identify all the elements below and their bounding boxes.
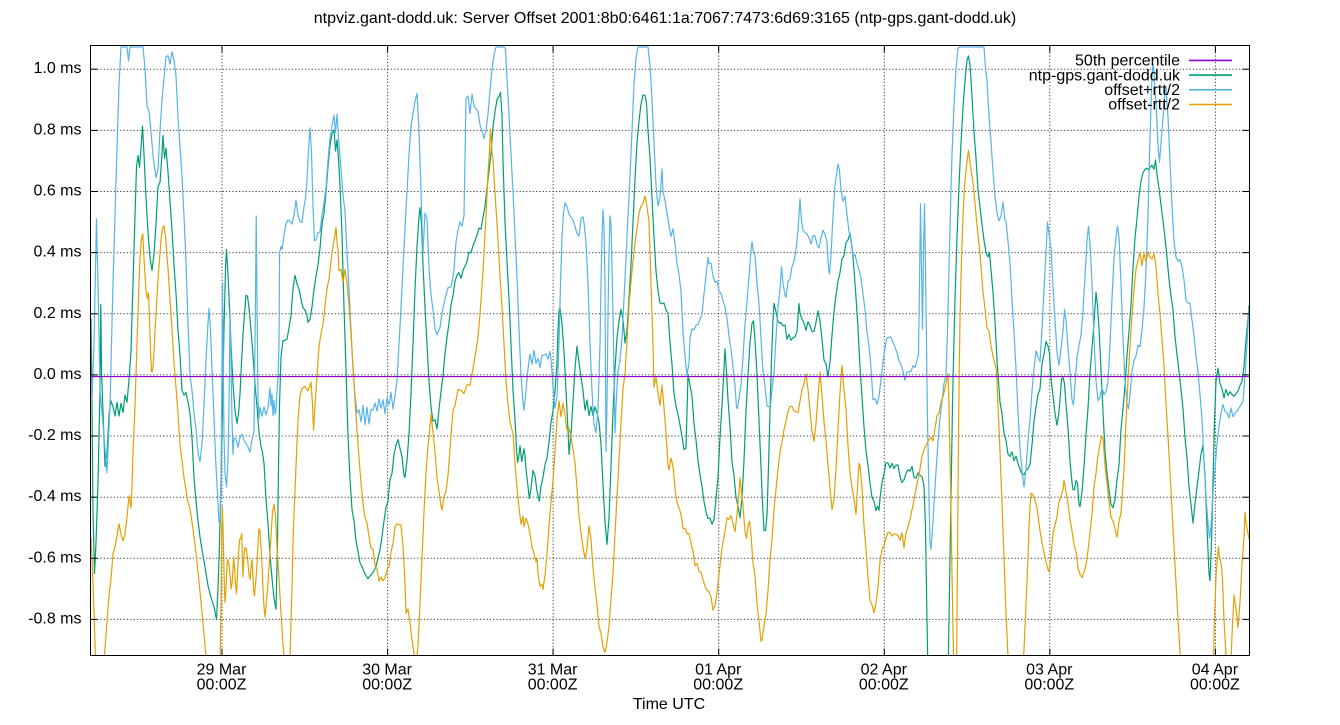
svg-text:00:00Z: 00:00Z bbox=[528, 677, 578, 694]
svg-text:-0.6 ms: -0.6 ms bbox=[28, 549, 81, 566]
svg-text:ntp-gps.gant-dodd.uk: ntp-gps.gant-dodd.uk bbox=[1029, 67, 1181, 84]
svg-text:00:00Z: 00:00Z bbox=[1190, 677, 1240, 694]
svg-text:Time UTC: Time UTC bbox=[633, 696, 705, 713]
svg-text:offset+rtt/2: offset+rtt/2 bbox=[1104, 82, 1180, 99]
svg-text:ntpviz.gant-dodd.uk: Server Of: ntpviz.gant-dodd.uk: Server Offset 2001:… bbox=[314, 10, 1016, 27]
svg-text:01 Apr: 01 Apr bbox=[695, 662, 742, 679]
svg-text:03 Apr: 03 Apr bbox=[1026, 662, 1073, 679]
svg-text:00:00Z: 00:00Z bbox=[693, 677, 743, 694]
svg-text:31 Mar: 31 Mar bbox=[528, 662, 578, 679]
svg-text:50th percentile: 50th percentile bbox=[1075, 53, 1180, 70]
svg-text:0.4 ms: 0.4 ms bbox=[33, 244, 81, 261]
svg-text:0.6 ms: 0.6 ms bbox=[33, 183, 81, 200]
svg-text:30 Mar: 30 Mar bbox=[362, 662, 412, 679]
svg-text:00:00Z: 00:00Z bbox=[197, 677, 247, 694]
svg-text:-0.8 ms: -0.8 ms bbox=[28, 610, 81, 627]
svg-text:-0.2 ms: -0.2 ms bbox=[28, 427, 81, 444]
svg-text:1.0 ms: 1.0 ms bbox=[33, 60, 81, 77]
svg-text:00:00Z: 00:00Z bbox=[362, 677, 412, 694]
svg-text:04 Apr: 04 Apr bbox=[1192, 662, 1239, 679]
svg-text:29 Mar: 29 Mar bbox=[197, 662, 247, 679]
svg-text:00:00Z: 00:00Z bbox=[859, 677, 909, 694]
svg-text:0.0 ms: 0.0 ms bbox=[33, 366, 81, 383]
svg-text:offset-rtt/2: offset-rtt/2 bbox=[1108, 97, 1180, 114]
svg-text:02 Apr: 02 Apr bbox=[861, 662, 908, 679]
svg-text:0.2 ms: 0.2 ms bbox=[33, 305, 81, 322]
svg-text:00:00Z: 00:00Z bbox=[1024, 677, 1074, 694]
svg-text:-0.4 ms: -0.4 ms bbox=[28, 488, 81, 505]
svg-text:0.8 ms: 0.8 ms bbox=[33, 121, 81, 138]
